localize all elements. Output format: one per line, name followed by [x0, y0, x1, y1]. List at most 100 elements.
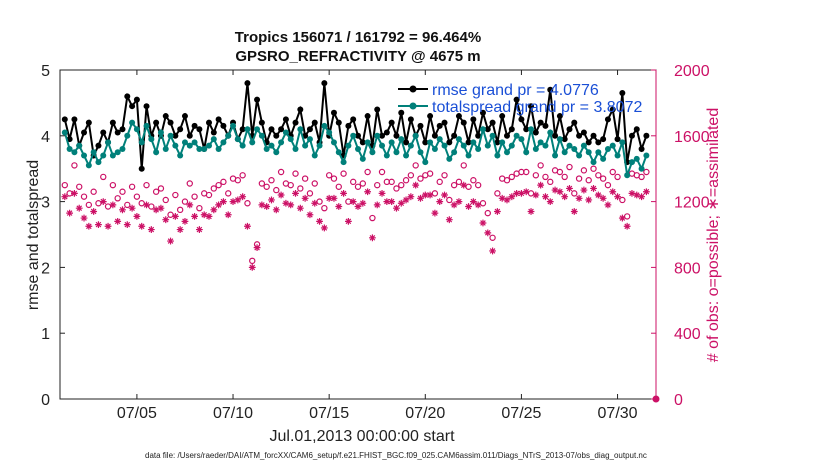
rmse-point — [552, 132, 559, 139]
rmse-point — [595, 139, 602, 146]
possible-obs-point — [523, 168, 530, 176]
assimilated-obs-point — [537, 181, 545, 189]
assimilated-obs-point — [369, 234, 376, 242]
assimilated-obs-point — [268, 196, 275, 204]
assimilated-obs-point — [633, 191, 641, 199]
rmse-point — [119, 126, 126, 133]
spread-point — [427, 139, 434, 146]
y2-tick-label: 0 — [674, 392, 683, 409]
spread-point — [297, 126, 304, 133]
assimilated-obs-point — [431, 209, 439, 217]
rmse-point — [499, 113, 506, 120]
rmse-point — [436, 122, 443, 129]
assimilated-obs-point — [344, 217, 352, 225]
spread-point — [422, 159, 429, 166]
rmse-point — [177, 126, 184, 133]
rmse-point — [465, 139, 472, 146]
assimilated-obs-point — [215, 201, 223, 209]
assimilated-obs-point — [171, 213, 179, 220]
possible-obs-point — [109, 181, 117, 189]
rmse-point — [374, 106, 381, 113]
spread-point — [628, 159, 635, 166]
rmse-point — [523, 126, 530, 133]
assimilated-obs-point — [71, 189, 78, 197]
assimilated-obs-point — [220, 198, 227, 205]
possible-obs-point — [571, 190, 578, 197]
possible-obs-point — [152, 188, 160, 195]
rmse-point — [172, 132, 179, 139]
assimilated-obs-point — [498, 194, 506, 202]
assimilated-obs-point — [551, 186, 559, 194]
y-tick-label: 2 — [41, 260, 50, 277]
assimilated-obs-point — [181, 217, 189, 225]
assimilated-obs-point — [378, 189, 386, 197]
assimilated-obs-point — [402, 196, 410, 204]
possible-obs-point — [474, 181, 482, 189]
rmse-point — [167, 119, 174, 126]
spread-point — [326, 129, 333, 136]
rmse-point — [124, 93, 131, 100]
x-tick-label: 07/05 — [117, 405, 157, 422]
spread-point — [369, 149, 376, 156]
possible-obs-point — [292, 170, 299, 177]
rmse-point — [441, 119, 448, 126]
possible-obs-point — [566, 163, 573, 171]
rmse-point — [556, 113, 563, 120]
possible-obs-point — [374, 181, 381, 189]
spread-point — [196, 145, 203, 152]
assimilated-obs-point — [590, 185, 597, 192]
possible-obs-point — [638, 173, 645, 181]
assimilated-obs-point — [556, 188, 564, 196]
spread-point — [523, 149, 530, 156]
possible-obs-point — [489, 234, 496, 241]
possible-obs-point — [388, 178, 395, 186]
rmse-point — [153, 119, 160, 126]
assimilated-obs-point — [282, 199, 290, 207]
rmse-point — [210, 129, 217, 136]
assimilated-obs-point — [311, 199, 319, 207]
spread-point — [383, 152, 390, 159]
spread-point — [609, 142, 616, 149]
spread-point — [153, 149, 160, 156]
assimilated-obs-point — [493, 208, 501, 215]
assimilated-obs-point — [277, 191, 285, 199]
spread-point — [302, 142, 309, 149]
possible-obs-point — [258, 180, 266, 187]
rmse-point — [278, 126, 285, 133]
assimilated-obs-point — [570, 208, 578, 215]
assimilated-obs-point — [518, 189, 525, 197]
spread-point — [287, 136, 294, 143]
spread-point — [532, 145, 539, 152]
assimilated-obs-point — [623, 222, 631, 230]
rmse-point — [345, 122, 352, 129]
assimilated-obs-point — [239, 193, 247, 201]
spread-point — [66, 145, 73, 152]
spread-point — [436, 136, 443, 143]
assimilated-obs-point — [85, 222, 93, 230]
assimilated-obs-point — [248, 264, 256, 271]
possible-obs-point — [234, 177, 242, 184]
assimilated-obs-point — [210, 206, 218, 214]
spread-point — [552, 152, 559, 159]
rmse-point — [417, 122, 424, 129]
legend-rmse-marker — [409, 85, 417, 93]
spread-point — [446, 155, 453, 162]
possible-obs-point — [287, 181, 294, 189]
spread-point — [234, 136, 241, 143]
spread-point — [364, 139, 371, 146]
legend-spread-label: totalspread grand pr = 3.8072 — [432, 99, 642, 116]
rmse-point — [162, 113, 169, 120]
spread-point — [76, 142, 83, 149]
assimilated-obs-point — [191, 213, 198, 220]
possible-obs-point — [604, 181, 612, 189]
assimilated-obs-point — [441, 191, 448, 199]
possible-obs-point — [239, 172, 246, 179]
rmse-point — [81, 129, 88, 136]
rmse-point — [600, 136, 607, 143]
spread-point — [465, 152, 472, 159]
possible-obs-point — [162, 196, 169, 204]
spread-point — [407, 142, 414, 149]
rmse-point — [282, 116, 289, 123]
rmse-point — [508, 126, 515, 133]
spread-point — [263, 145, 270, 152]
